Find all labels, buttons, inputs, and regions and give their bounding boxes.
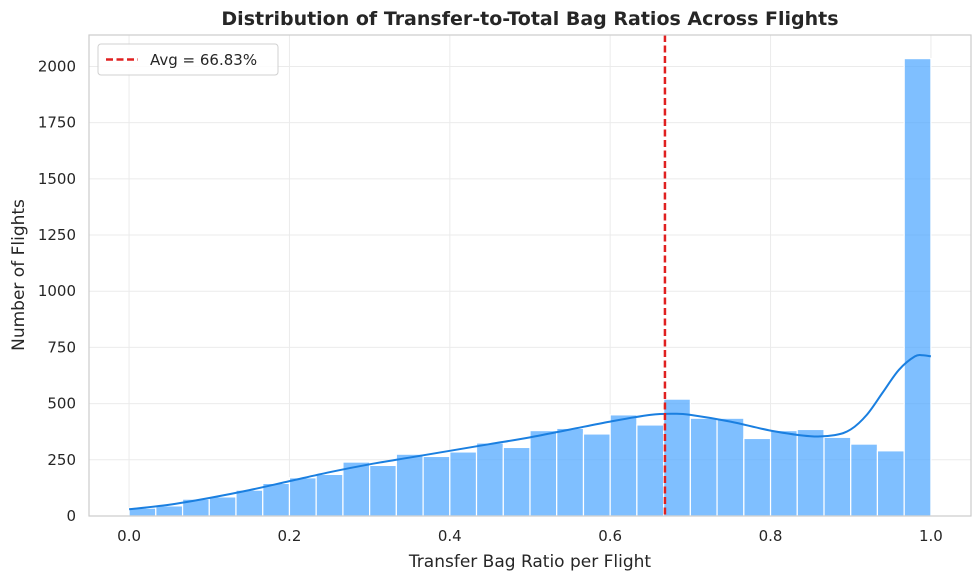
x-tick-label: 0.2 [278,527,302,545]
x-tick-label: 0.4 [438,527,462,545]
legend-box [97,43,279,76]
y-axis-label: Number of Flights [9,199,29,351]
x-tick-label: 1.0 [919,527,943,545]
y-tick-label: 750 [47,338,76,356]
histogram-bars [128,58,932,517]
histogram-bar [315,473,344,517]
histogram-bar [903,58,932,517]
histogram-bar [288,477,317,517]
x-tick-label: 0.8 [759,527,783,545]
y-tick-label: 1750 [38,114,76,132]
histogram-bar [235,489,264,517]
legend-mean-label: Avg = 66.83% [150,51,257,69]
histogram-bar [716,417,745,517]
x-tick-label: 0.0 [117,527,141,545]
histogram-bar [850,443,879,517]
y-tick-label: 500 [47,395,76,413]
histogram-bar [449,451,478,517]
x-axis-label: Transfer Bag Ratio per Flight [408,552,652,572]
histogram-bar [823,436,852,517]
kde-curve-group [128,353,932,511]
histogram-bar [422,455,451,517]
y-tick-label: 250 [47,451,76,469]
x-axis-ticks: 0.0 0.2 0.4 0.6 0.8 1.0 [117,527,943,545]
x-tick-label: 0.6 [598,527,622,545]
histogram-bar [743,437,772,517]
histogram-bar [208,496,237,517]
histogram-bar [796,428,825,517]
histogram-bar [556,427,585,517]
histogram-bar [262,482,291,517]
y-tick-label: 1000 [38,282,76,300]
histogram-bar [475,442,504,517]
histogram-bar [529,429,558,517]
legend: Avg = 66.83% [97,43,279,76]
histogram-bar [155,505,184,517]
histogram-bar [663,398,691,517]
histogram-bar [876,450,905,517]
histogram-bar [395,453,424,517]
y-tick-label: 1250 [38,226,76,244]
histogram-bar [609,414,638,517]
histogram-bar [582,433,611,517]
chart-title: Distribution of Transfer-to-Total Bag Ra… [221,8,838,30]
histogram-bar [636,424,665,517]
histogram-bar [342,461,371,517]
histogram-bar [769,429,798,517]
y-axis-ticks: 0 250 500 750 1000 1250 1500 1750 2000 [38,57,76,525]
plot-frame [88,34,972,517]
y-tick-label: 2000 [38,57,76,75]
y-tick-label: 1500 [38,170,76,188]
y-tick-label: 0 [66,507,76,525]
histogram-bar [502,446,531,517]
kde-curve [128,353,932,511]
histogram-bar [689,417,718,517]
histogram-bar [369,464,397,517]
